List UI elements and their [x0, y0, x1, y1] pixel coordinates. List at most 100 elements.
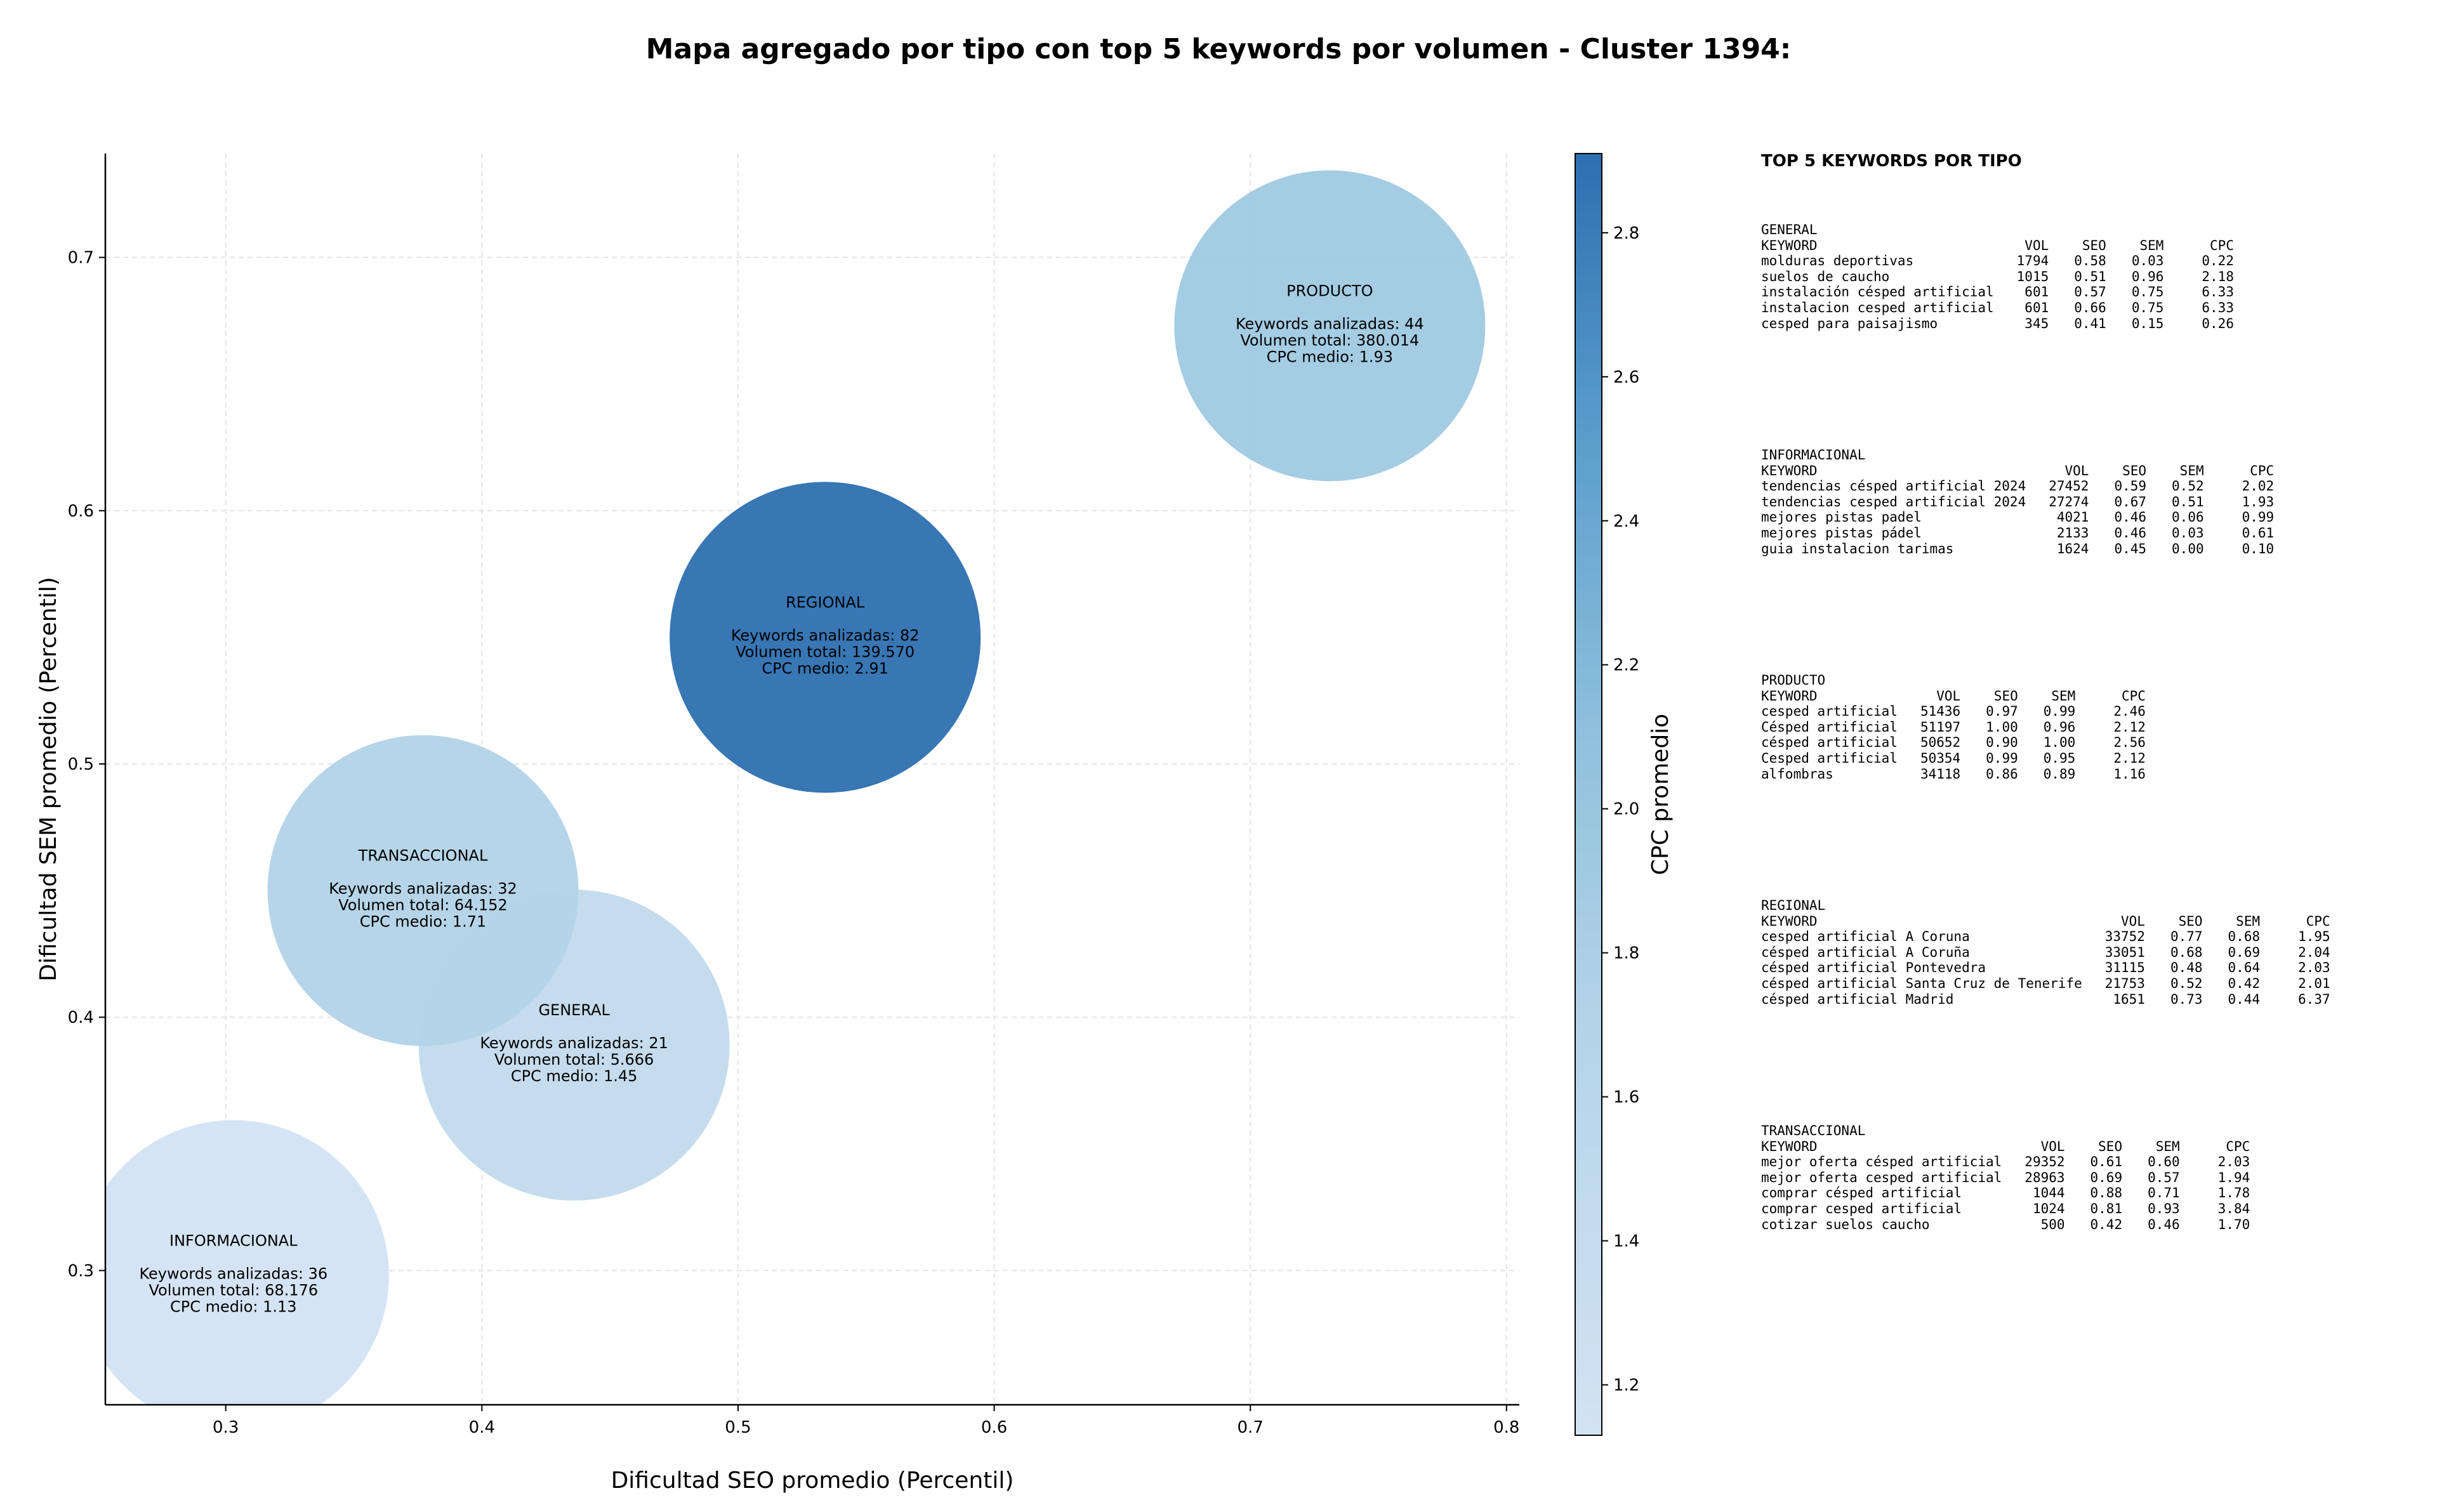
- colorbar-tick-label: 2.6: [1613, 368, 1639, 387]
- colorbar-tick-label: 2.0: [1613, 800, 1639, 819]
- bubble-type-label: INFORMACIONAL: [169, 1232, 298, 1249]
- metric-cell: 0.00: [2172, 541, 2204, 556]
- metric-cell: 0.95: [2043, 750, 2076, 766]
- metric-cell: 1.95: [2298, 929, 2330, 945]
- metric-cell: 1.93: [2242, 494, 2275, 509]
- metric-cell: 0.03: [2172, 525, 2204, 541]
- table-row: guia instalacion tarimas 1624 0.45 0.00 0.10: [1761, 541, 2274, 557]
- metric-cell: 1624: [2056, 541, 2089, 556]
- metric-cell: 6.33: [2202, 299, 2234, 315]
- table-row: molduras deportivas 1794 0.58 0.03 0.22: [1761, 253, 2234, 269]
- metric-cell: 0.89: [2043, 766, 2076, 782]
- metric-cell: 1.00: [2043, 735, 2076, 751]
- keyword-table-header-cell: SEO: [2098, 1138, 2123, 1154]
- metric-cell: 2.18: [2202, 268, 2234, 284]
- keyword-table-header-cell: VOL: [2064, 463, 2089, 478]
- table-row: césped artificial A Coruña 33051 0.68 0.69 2…: [1761, 945, 2330, 961]
- keyword-table-header-cell: SEO: [2082, 237, 2106, 253]
- bubble-stat-label: CPC medio: 1.71: [360, 913, 487, 931]
- bubble-transaccional: [267, 735, 579, 1046]
- metric-cell: 1044: [2032, 1185, 2065, 1201]
- metric-cell: 29352: [2024, 1154, 2065, 1170]
- bubble-producto: [1174, 170, 1486, 482]
- keyword-table: KEYWORD VOL SEO SEM CPC tendencias césped art…: [1761, 463, 2274, 557]
- metric-cell: 0.60: [2148, 1154, 2180, 1170]
- metric-cell: 601: [2024, 299, 2049, 315]
- metric-cell: 50354: [1920, 750, 1961, 766]
- table-row: mejores pistas padel 4021 0.46 0.06 0.99: [1761, 509, 2274, 525]
- metric-cell: 2.01: [2298, 975, 2330, 991]
- bubble-label-informacional: INFORMACIONAL Keywords analizadas: 36Volu…: [140, 1232, 328, 1315]
- metric-cell: 0.99: [1986, 750, 2018, 766]
- keyword-cell: mejores pistas padel: [1761, 509, 1922, 525]
- metric-cell: 1.70: [2217, 1216, 2250, 1232]
- metric-cell: 2.12: [2113, 719, 2146, 735]
- keyword-cell: césped artificial A Coruña: [1761, 944, 1970, 960]
- metric-cell: 2.04: [2298, 944, 2330, 960]
- x-tick-label: 0.3: [213, 1418, 239, 1437]
- y-tick-label: 0.7: [68, 249, 94, 268]
- metric-cell: 1024: [2032, 1200, 2065, 1216]
- bubble-label-transaccional: TRANSACCIONAL Keywords analizadas: 32Volu…: [329, 847, 517, 931]
- keyword-cell: comprar cesped artificial: [1761, 1200, 1962, 1216]
- metric-cell: 33051: [2104, 944, 2145, 960]
- metric-cell: 2.56: [2113, 735, 2146, 751]
- keyword-table-header-cell: KEYWORD: [1761, 1138, 1818, 1154]
- keyword-table-header: KEYWORD VOL SEO SEM CPC: [1761, 914, 2330, 930]
- x-tick-label: 0.7: [1238, 1418, 1264, 1437]
- metric-cell: 0.42: [2090, 1216, 2123, 1232]
- keyword-cell: césped artificial Pontevedra: [1761, 960, 1986, 976]
- colorbar-tick-label: 2.8: [1613, 224, 1639, 243]
- metric-cell: 3.84: [2217, 1200, 2250, 1216]
- keyword-group-informacional: INFORMACIONAL KEYWORD VOL SEO SEM CPC tendenci…: [1761, 447, 2421, 673]
- metric-cell: 1.78: [2217, 1185, 2250, 1201]
- metric-cell: 0.41: [2074, 315, 2106, 331]
- metric-cell: 27452: [2049, 478, 2089, 494]
- metric-cell: 2.03: [2217, 1154, 2250, 1170]
- table-row: tendencias césped artificial 2024 27452 0.…: [1761, 478, 2274, 494]
- metric-cell: 33752: [2104, 929, 2145, 945]
- metric-cell: 0.69: [2228, 944, 2261, 960]
- keyword-table-header-cell: VOL: [1936, 688, 1961, 704]
- metric-cell: 0.93: [2148, 1200, 2180, 1216]
- table-row: alfombras 34118 0.86 0.89 1.16: [1761, 766, 2146, 782]
- metric-cell: 0.51: [2074, 268, 2106, 284]
- bubble-stat-label: Keywords analizadas: 21: [480, 1034, 668, 1052]
- metric-cell: 0.22: [2202, 253, 2234, 269]
- bubble-stat-label: CPC medio: 1.93: [1267, 348, 1394, 365]
- keyword-cell: instalacion cesped artificial: [1761, 299, 1994, 315]
- metric-cell: 1651: [2113, 991, 2145, 1007]
- colorbar-tick-label: 1.8: [1613, 944, 1639, 963]
- metric-cell: 6.37: [2298, 991, 2330, 1007]
- metric-cell: 6.33: [2202, 284, 2234, 300]
- metric-cell: 0.96: [2043, 719, 2076, 735]
- metric-cell: 0.52: [2172, 478, 2204, 494]
- metric-cell: 0.75: [2131, 284, 2164, 300]
- metric-cell: 0.46: [2114, 509, 2147, 525]
- metric-cell: 0.03: [2131, 253, 2164, 269]
- keyword-table-header-cell: CPC: [2226, 1138, 2250, 1154]
- metric-cell: 0.46: [2114, 525, 2147, 541]
- colorbar: 1.2 1.4 1.6 1.8 2.0 2.2 2.4 2.6 2.8 CPC promedio: [1575, 153, 1674, 1436]
- metric-cell: 0.46: [2148, 1216, 2180, 1232]
- metric-cell: 34118: [1920, 766, 1961, 782]
- keyword-cell: cesped artificial: [1761, 704, 1898, 720]
- keyword-cell: mejor oferta césped artificial: [1761, 1154, 2002, 1170]
- metric-cell: 0.51: [2172, 494, 2204, 509]
- keyword-group-name: INFORMACIONAL: [1761, 447, 1866, 463]
- metric-cell: 0.58: [2074, 253, 2106, 269]
- bubble-type-label: PRODUCTO: [1286, 282, 1373, 299]
- metric-cell: 0.10: [2242, 541, 2275, 556]
- keyword-group-name: GENERAL: [1761, 222, 1818, 237]
- metric-cell: 0.77: [2170, 929, 2203, 945]
- metric-cell: 0.61: [2090, 1154, 2123, 1170]
- metric-cell: 4021: [2056, 509, 2089, 525]
- bubble-type-label: TRANSACCIONAL: [358, 847, 488, 865]
- keyword-group-transaccional: TRANSACCIONAL KEYWORD VOL SEO SEM CPC mejor of…: [1761, 1123, 2421, 1348]
- keyword-table-header-cell: SEM: [2051, 688, 2076, 704]
- keyword-table-header: KEYWORD VOL SEO SEM CPC: [1761, 238, 2234, 254]
- keyword-group-name: TRANSACCIONAL: [1761, 1123, 1866, 1138]
- axes: 0.3 0.4 0.5 0.6 0.7 0.8 0.3 0.4 0.5 0.6 0.7 Dificul…: [36, 154, 1519, 1494]
- y-axis-label: Dificultad SEM promedio (Percentil): [36, 577, 62, 982]
- y-tick-label: 0.4: [68, 1008, 94, 1027]
